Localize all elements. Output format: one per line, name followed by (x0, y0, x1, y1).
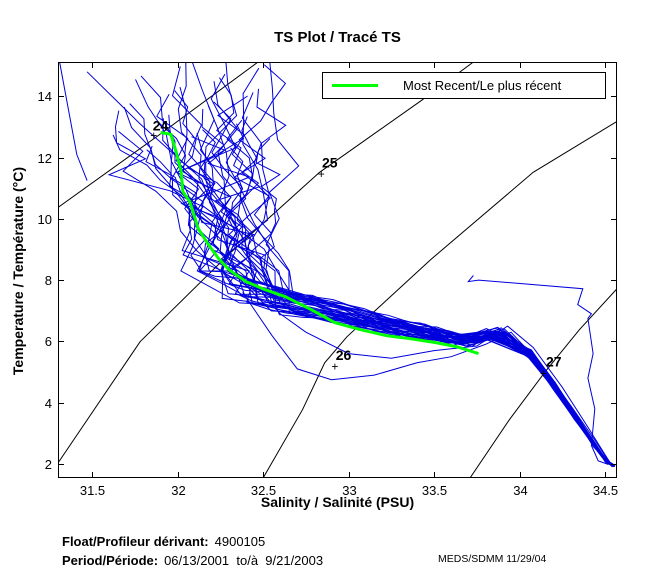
profile-line (186, 123, 615, 467)
y-tick-label: 14 (38, 89, 52, 104)
y-tick-label: 12 (38, 151, 52, 166)
period-value: 06/13/2001 to/à 9/21/2003 (164, 553, 324, 568)
x-tick-label: 31.5 (80, 483, 105, 498)
density-contour-27 (469, 288, 617, 478)
profile-line (112, 134, 615, 467)
profile-line (232, 67, 615, 467)
period-label: Period/Période: (62, 553, 159, 568)
density-contour-25 (58, 62, 474, 464)
plot-frame (58, 62, 617, 478)
density-contour-24 (58, 62, 259, 208)
legend-box: Most Recent/Le plus récent (322, 72, 606, 99)
x-tick-label: 32 (171, 483, 185, 498)
credit-text: MEDS/SDMM 11/29/04 (438, 553, 547, 565)
profile-line-outlier (86, 71, 232, 256)
y-tick-label: 6 (45, 334, 52, 349)
profile-line-outlier (59, 62, 88, 181)
x-tick-label: 34.5 (593, 483, 618, 498)
most-recent-profile-line (160, 131, 479, 356)
contour-plus-marker: + (331, 359, 338, 373)
profile-line (118, 131, 613, 468)
profile-line (135, 79, 614, 467)
profile-line (265, 62, 613, 467)
profile-line (196, 62, 613, 467)
profile-line (196, 132, 614, 468)
x-tick-label: 34 (513, 483, 527, 498)
contour-plus-marker: + (318, 167, 325, 181)
x-axis-label: Salinity / Salinité (PSU) (260, 494, 415, 510)
profile-line (123, 107, 613, 468)
y-tick-label: 8 (45, 273, 52, 288)
profile-line (211, 101, 614, 466)
float-label: Float/Profileur dérivant: (62, 534, 209, 549)
contour-label-26: 26 (336, 347, 352, 363)
profile-line-outlier (242, 292, 611, 465)
y-tick-label: 2 (45, 457, 52, 472)
float-info-line: Float/Profileur dérivant: 4900105 (62, 534, 265, 549)
profile-line (129, 103, 615, 466)
profile-line (203, 147, 613, 467)
profile-line (217, 95, 613, 467)
contour-label-24: 24 (153, 117, 169, 133)
profile-line (146, 149, 614, 466)
profile-line (157, 121, 613, 467)
y-tick-label: 4 (45, 396, 52, 411)
contour-label-25: 25 (322, 154, 338, 170)
data-layer (58, 62, 617, 478)
profile-line (228, 88, 615, 467)
contour-plus-marker: + (150, 129, 157, 143)
plot-title: TS Plot / Tracé TS (274, 29, 401, 46)
profile-line (241, 92, 615, 467)
profile-line (156, 93, 616, 466)
profile-line (216, 77, 615, 467)
period-info-line: Period/Période: 06/13/2001 to/à 9/21/2003 (62, 553, 323, 568)
legend-label: Most Recent/Le plus récent (403, 78, 562, 93)
profile-line-outlier (254, 282, 613, 466)
x-tick-label: 33.5 (422, 483, 447, 498)
y-tick-label: 10 (38, 212, 52, 227)
tick-marks (58, 62, 617, 478)
contour-plus-marker: + (540, 367, 547, 381)
profile-line (191, 62, 615, 467)
y-axis-label: Temperature / Température (°C) (10, 166, 26, 376)
profile-line-outlier (467, 275, 609, 465)
x-tick-label: 32.5 (251, 483, 276, 498)
profile-line (213, 81, 614, 467)
contour-label-27: 27 (546, 353, 562, 369)
x-tick-label: 33 (342, 483, 356, 498)
profile-line (107, 110, 615, 468)
float-value: 4900105 (214, 534, 266, 549)
